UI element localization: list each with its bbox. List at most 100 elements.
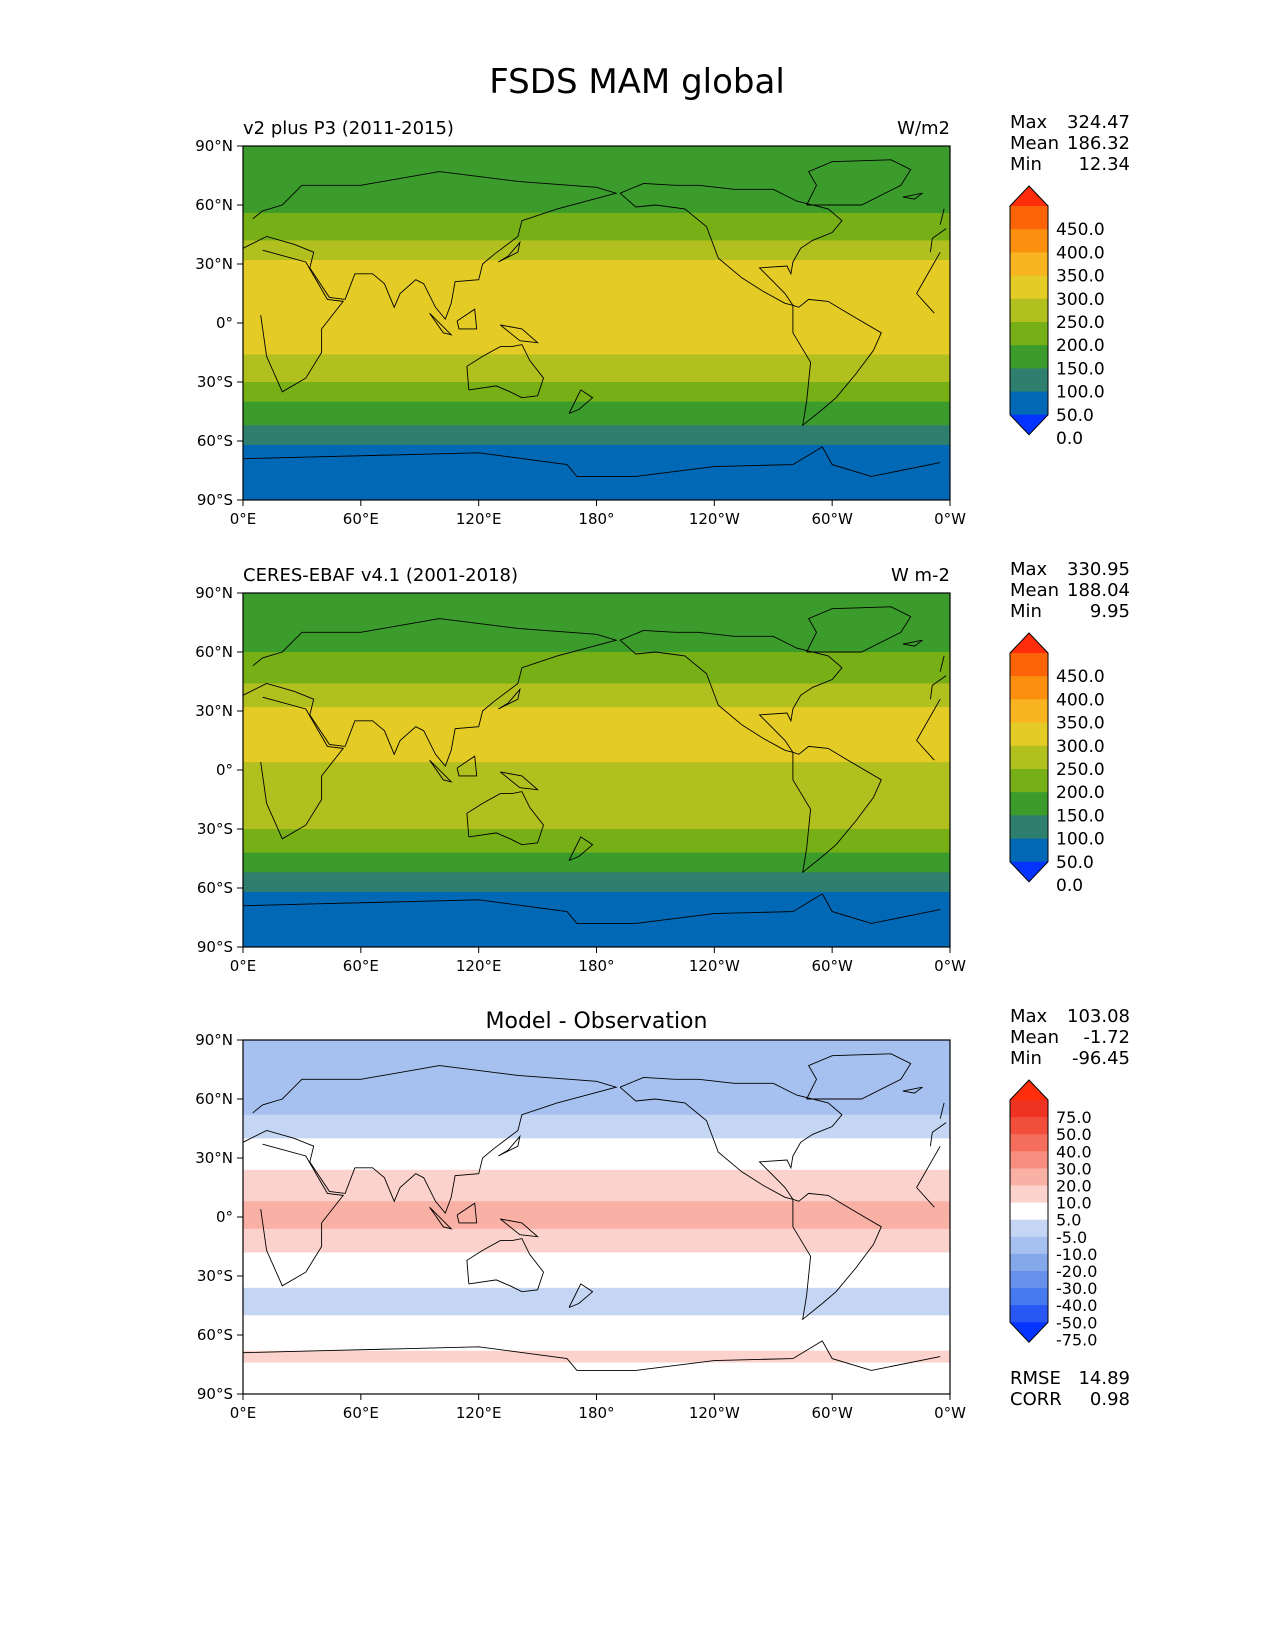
y-tick-label: 60°S xyxy=(197,1326,233,1344)
zonal-band xyxy=(243,1122,950,1128)
stat-value: 103.08 xyxy=(1067,1006,1130,1027)
zonal-band xyxy=(243,596,950,602)
y-tick-label: 30°S xyxy=(197,820,233,838)
zonal-band xyxy=(243,1335,950,1340)
colorbar-segment xyxy=(1010,368,1048,393)
zonal-band xyxy=(243,464,950,470)
zonal-band xyxy=(243,444,950,450)
colorbar-tick-label: 200.0 xyxy=(1056,783,1105,803)
zonal-band xyxy=(243,1319,950,1324)
colorbar-tick-label: 250.0 xyxy=(1056,313,1105,333)
zonal-band xyxy=(243,1386,950,1391)
panel-units: W m-2 xyxy=(891,565,950,586)
zonal-band xyxy=(243,943,950,947)
colorbar-tick-label: 150.0 xyxy=(1056,806,1105,826)
zonal-band xyxy=(243,228,950,234)
colorbar-tick-label: -75.0 xyxy=(1056,1330,1097,1349)
x-tick-label: 0°E xyxy=(230,510,257,528)
zonal-band xyxy=(243,382,950,387)
colorbar-segment xyxy=(1010,1134,1048,1152)
zonal-band xyxy=(243,1063,950,1069)
zonal-band xyxy=(243,734,950,740)
colorbar-tick-label: 50.0 xyxy=(1056,406,1094,426)
coastline xyxy=(243,1065,947,1214)
coastline xyxy=(792,745,882,874)
zonal-band xyxy=(243,1051,950,1057)
zonal-band xyxy=(243,758,950,763)
coastline xyxy=(243,1340,941,1371)
map-field xyxy=(243,1040,950,1394)
zonal-band xyxy=(243,655,950,661)
zonal-band xyxy=(243,165,950,171)
zonal-band xyxy=(243,248,950,253)
coastline xyxy=(939,208,945,225)
zonal-band xyxy=(243,224,950,230)
colorbar-segment xyxy=(1010,699,1048,724)
metric-value: 14.89 xyxy=(1078,1368,1130,1389)
figure-title: FSDS MAM global xyxy=(489,62,785,102)
colorbar-segment xyxy=(1010,1168,1048,1186)
zonal-band xyxy=(243,1067,950,1073)
zonal-band xyxy=(243,429,950,434)
zonal-band xyxy=(243,636,950,641)
zonal-band xyxy=(243,1055,950,1061)
zonal-band xyxy=(243,691,950,696)
coastline xyxy=(498,240,521,263)
x-tick-label: 0°E xyxy=(230,1404,257,1422)
zonal-band xyxy=(243,1236,950,1242)
zonal-band xyxy=(243,1382,950,1387)
x-tick-label: 60°W xyxy=(811,957,853,975)
zonal-band xyxy=(243,1232,950,1238)
zonal-band xyxy=(243,452,950,458)
zonal-band xyxy=(243,797,950,803)
coastline xyxy=(792,298,882,427)
y-tick-label: 60°S xyxy=(197,432,233,450)
colorbar-tick-label: 300.0 xyxy=(1056,290,1105,310)
coastline xyxy=(939,655,945,672)
zonal-band xyxy=(243,236,950,241)
colorbar-segment xyxy=(1010,792,1048,816)
colorbar-segment xyxy=(1010,229,1048,253)
panel-test: 0°E 60°E 120°E 180° 120°W 60°W 0°W 90°N 60°N 30°N… xyxy=(195,112,1130,528)
x-tick-label: 0°E xyxy=(230,957,257,975)
zonal-band xyxy=(243,1154,950,1159)
zonal-band xyxy=(243,468,950,474)
zonal-band xyxy=(243,385,950,391)
colorbar-segment xyxy=(1010,1305,1048,1323)
zonal-band xyxy=(243,456,950,462)
zonal-band xyxy=(243,283,950,289)
zonal-band xyxy=(243,295,950,300)
zonal-band xyxy=(243,1126,950,1132)
y-tick-label: 90°S xyxy=(197,938,233,956)
stat-label: Min xyxy=(1010,1048,1042,1069)
stat-value: -96.45 xyxy=(1072,1048,1130,1069)
zonal-band xyxy=(243,264,950,269)
zonal-band xyxy=(243,425,950,430)
zonal-band xyxy=(243,722,950,728)
zonal-band xyxy=(243,1295,950,1301)
zonal-band xyxy=(243,413,950,418)
zonal-band xyxy=(243,1043,950,1049)
colorbar-tick-label: 75.0 xyxy=(1056,1108,1092,1127)
stat-value: 9.95 xyxy=(1090,601,1130,622)
zonal-band xyxy=(243,1264,950,1269)
zonal-band xyxy=(243,157,950,163)
zonal-band xyxy=(243,1189,950,1194)
zonal-band xyxy=(243,1201,950,1206)
zonal-band xyxy=(243,326,950,332)
zonal-band xyxy=(243,683,950,688)
zonal-band xyxy=(243,374,950,379)
zonal-band xyxy=(243,1307,950,1312)
zonal-band xyxy=(243,777,950,783)
colorbar-tick-label: 450.0 xyxy=(1056,220,1105,240)
x-tick-label: 60°E xyxy=(343,510,379,528)
zonal-band xyxy=(243,604,950,610)
zonal-band xyxy=(243,256,950,261)
coastline xyxy=(456,308,478,330)
zonal-band xyxy=(243,405,950,411)
zonal-band xyxy=(243,888,950,893)
colorbar-outline xyxy=(1009,632,1049,883)
zonal-band xyxy=(243,1217,950,1222)
coastline xyxy=(792,1192,882,1321)
colorbar-tick-label: 40.0 xyxy=(1056,1142,1092,1161)
